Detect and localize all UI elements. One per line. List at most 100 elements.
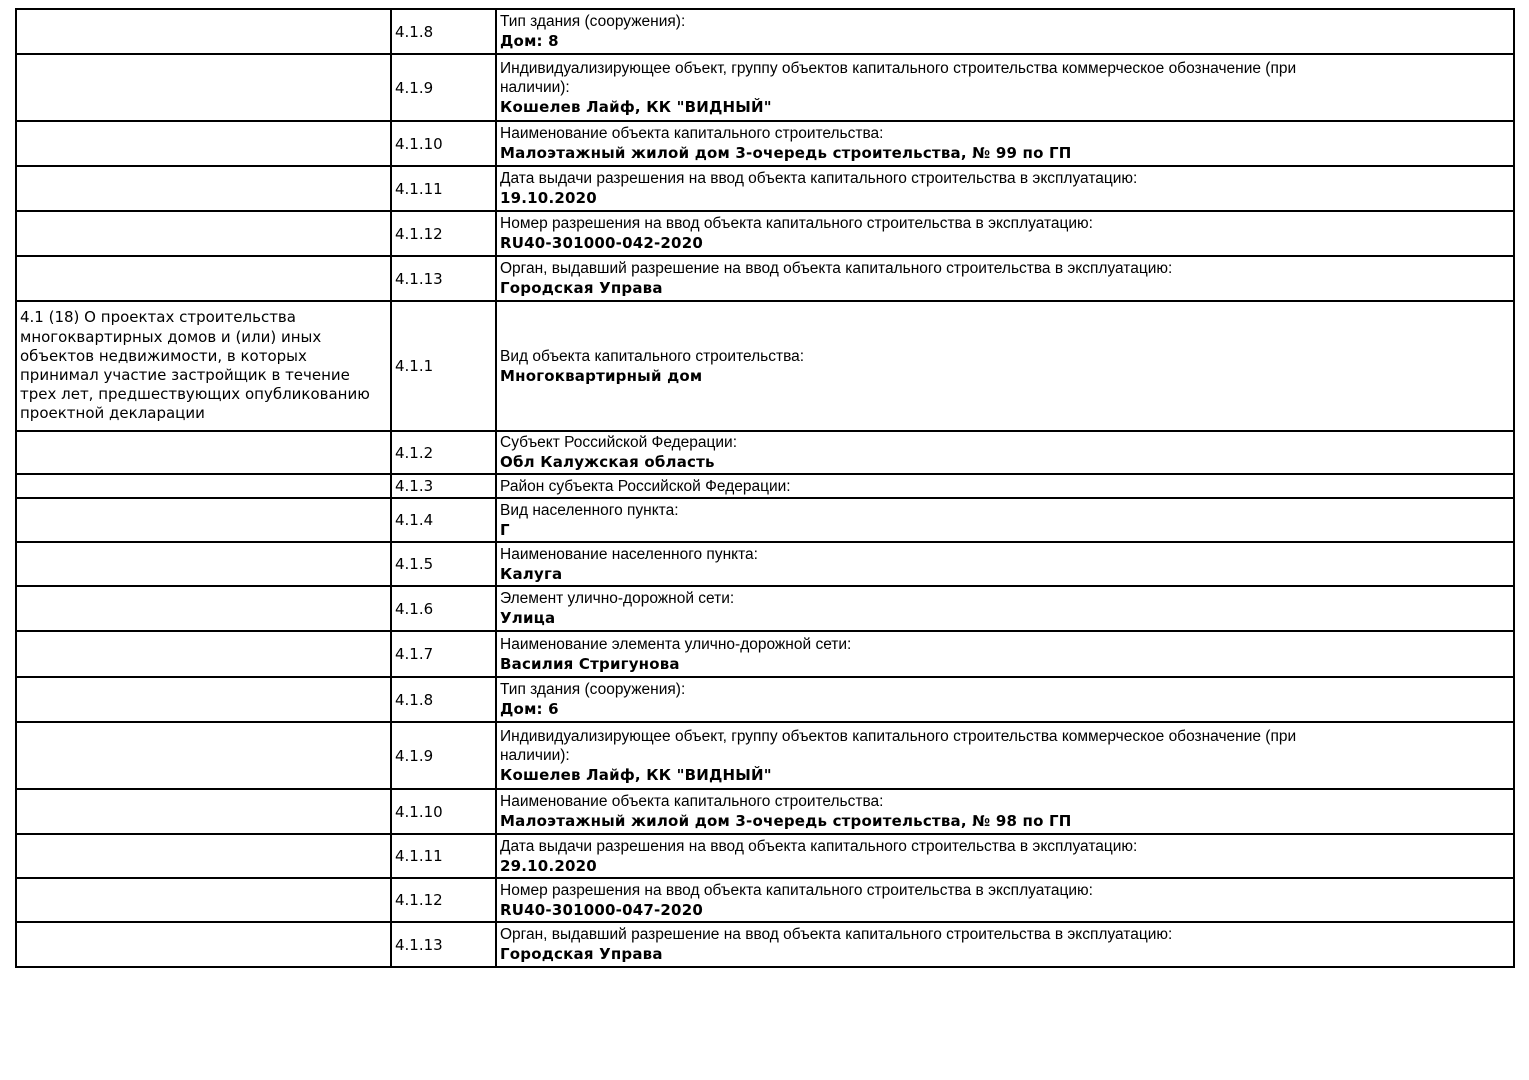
empty-cell [15,8,392,55]
table-row: 4.1.3 Район субъекта Российской Федераци… [15,473,1515,499]
row-code: 4.1.11 [390,165,497,212]
row-code: 4.1.9 [390,53,497,122]
field-value: Дом: 6 [500,700,559,718]
field-label: Вид населенного пункта: [500,501,679,519]
field-cell: Номер разрешения на ввод объекта капитал… [495,210,1515,257]
row-code: 4.1.2 [390,430,497,475]
field-cell: Вид объекта капитального строительства: … [495,300,1515,432]
row-code: 4.1.5 [390,541,497,587]
field-value: Г [500,520,510,539]
table-row: 4.1.12 Номер разрешения на ввод объекта … [15,210,1515,257]
field-label: Дата выдачи разрешения на ввод объекта к… [500,170,1138,187]
field-cell: Вид населенного пункта: Г [495,497,1515,543]
empty-cell [15,53,392,122]
field-cell: Наименование населенного пункта: Калуга [495,541,1515,587]
field-value: Городская Управа [500,279,663,297]
empty-cell [15,497,392,543]
row-code: 4.1.6 [390,585,497,632]
empty-cell [15,921,392,968]
field-cell: Тип здания (сооружения): Дом: 8 [495,8,1515,55]
empty-cell [15,430,392,475]
table-row: 4.1.12 Номер разрешения на ввод объекта … [15,877,1515,923]
row-code: 4.1.13 [390,255,497,302]
empty-cell [15,788,392,835]
field-value: Улица [500,609,556,627]
field-label: Индивидуализирующее объект, группу объек… [500,727,1297,764]
field-cell: Орган, выдавший разрешение на ввод объек… [495,921,1515,968]
field-label: Тип здания (сооружения): [500,13,686,30]
field-value: Дом: 8 [500,32,559,50]
row-code: 4.1.8 [390,676,497,723]
field-cell: Орган, выдавший разрешение на ввод объек… [495,255,1515,302]
table-row: 4.1 (18) О проектах строительства многок… [15,300,1515,432]
table-row: 4.1.5 Наименование населенного пункта: К… [15,541,1515,587]
empty-cell [15,255,392,302]
table-row: 4.1.11 Дата выдачи разрешения на ввод об… [15,165,1515,212]
field-cell: Тип здания (сооружения): Дом: 6 [495,676,1515,723]
table-row: 4.1.8 Тип здания (сооружения): Дом: 6 [15,676,1515,723]
field-cell: Номер разрешения на ввод объекта капитал… [495,877,1515,923]
field-value: Малоэтажный жилой дом 3-очередь строител… [500,812,1072,830]
field-value: Кошелев Лайф, КК "ВИДНЫЙ" [500,97,772,116]
row-code: 4.1.1 [390,300,497,432]
table-row: 4.1.10 Наименование объекта капитального… [15,120,1515,167]
field-label: Номер разрешения на ввод объекта капитал… [500,215,1093,232]
table-row: 4.1.11 Дата выдачи разрешения на ввод об… [15,833,1515,879]
field-label: Наименование элемента улично-дорожной се… [500,635,852,653]
field-cell: Дата выдачи разрешения на ввод объекта к… [495,165,1515,212]
table-row: 4.1.13 Орган, выдавший разрешение на вво… [15,921,1515,968]
row-code: 4.1.7 [390,630,497,678]
field-value: Обл Калужская область [500,453,715,471]
field-cell: Наименование элемента улично-дорожной се… [495,630,1515,678]
field-value: Кошелев Лайф, КК "ВИДНЫЙ" [500,765,772,784]
empty-cell [15,541,392,587]
empty-cell [15,833,392,879]
field-value: Василия Стригунова [500,654,680,673]
empty-cell [15,630,392,678]
table-row: 4.1.10 Наименование объекта капитального… [15,788,1515,835]
empty-cell [15,473,392,499]
field-cell: Наименование объекта капитального строит… [495,788,1515,835]
field-cell: Элемент улично-дорожной сети: Улица [495,585,1515,632]
field-label: Элемент улично-дорожной сети: [500,590,735,607]
field-cell: Субъект Российской Федерации: Обл Калужс… [495,430,1515,475]
table-row: 4.1.13 Орган, выдавший разрешение на вво… [15,255,1515,302]
row-code: 4.1.10 [390,120,497,167]
field-label: Номер разрешения на ввод объекта капитал… [500,881,1093,899]
field-value: 29.10.2020 [500,856,597,875]
row-code: 4.1.4 [390,497,497,543]
empty-cell [15,877,392,923]
table-row: 4.1.6 Элемент улично-дорожной сети: Улиц… [15,585,1515,632]
empty-cell [15,676,392,723]
row-code: 4.1.10 [390,788,497,835]
field-value: Калуга [500,564,563,583]
field-label: Орган, выдавший разрешение на ввод объек… [500,926,1173,943]
field-cell: Район субъекта Российской Федерации: [495,473,1515,499]
row-code: 4.1.11 [390,833,497,879]
table-row: 4.1.9 Индивидуализирующее объект, группу… [15,721,1515,790]
section-cell: 4.1 (18) О проектах строительства многок… [15,300,392,432]
field-value: RU40-301000-047-2020 [500,900,703,919]
field-label: Наименование объекта капитального строит… [500,793,884,810]
field-label: Дата выдачи разрешения на ввод объекта к… [500,837,1138,855]
field-label: Наименование населенного пункта: [500,545,758,563]
field-cell: Дата выдачи разрешения на ввод объекта к… [495,833,1515,879]
table-row: 4.1.9 Индивидуализирующее объект, группу… [15,53,1515,122]
table-row: 4.1.7 Наименование элемента улично-дорож… [15,630,1515,678]
row-code: 4.1.3 [390,473,497,499]
empty-cell [15,210,392,257]
table-row: 4.1.8 Тип здания (сооружения): Дом: 8 [15,8,1515,55]
field-cell: Индивидуализирующее объект, группу объек… [495,721,1515,790]
field-label: Индивидуализирующее объект, группу объек… [500,59,1297,96]
table-row: 4.1.2 Субъект Российской Федерации: Обл … [15,430,1515,475]
field-value: Городская Управа [500,945,663,963]
field-label: Орган, выдавший разрешение на ввод объек… [500,260,1173,277]
field-label: Вид объекта капитального строительства: [500,347,805,365]
field-label: Субъект Российской Федерации: [500,434,738,451]
row-code: 4.1.9 [390,721,497,790]
field-value: Многоквартирный дом [500,366,703,385]
row-code: 4.1.12 [390,877,497,923]
field-label: Тип здания (сооружения): [500,681,686,698]
row-code: 4.1.12 [390,210,497,257]
